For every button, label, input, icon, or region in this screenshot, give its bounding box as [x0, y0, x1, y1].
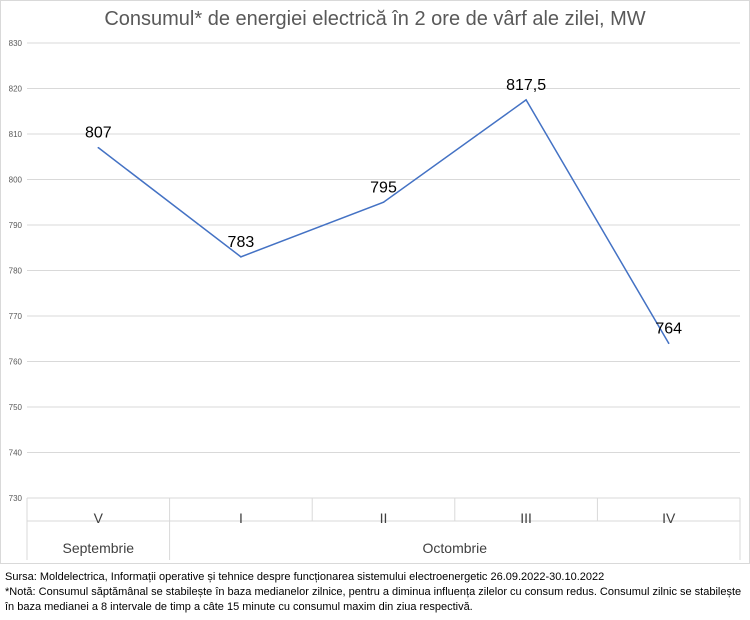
x-tick-label: II [380, 510, 388, 526]
data-label: 807 [85, 125, 112, 142]
x-tick-label: IV [662, 510, 676, 526]
data-point [382, 201, 385, 204]
y-tick-label: 770 [9, 312, 23, 321]
data-label: 764 [655, 320, 682, 337]
y-tick-label: 820 [9, 85, 23, 94]
data-label: 783 [228, 234, 255, 251]
y-tick-label: 790 [9, 221, 23, 230]
y-tick-label: 780 [9, 267, 23, 276]
chart-title: Consumul* de energiei electrică în 2 ore… [104, 8, 646, 30]
data-point [97, 146, 100, 149]
y-tick-label: 740 [9, 449, 23, 458]
data-point [667, 342, 670, 345]
y-tick-label: 800 [9, 176, 23, 185]
group-label: Septembrie [63, 540, 135, 556]
data-label: 795 [370, 179, 397, 196]
x-tick-label: I [239, 510, 243, 526]
data-label: 817,5 [506, 77, 546, 94]
footnotes: Sursa: Moldelectrica, Informații operati… [5, 570, 745, 615]
y-tick-label: 810 [9, 130, 23, 139]
x-tick-label: V [94, 510, 104, 526]
source-note: Sursa: Moldelectrica, Informații operati… [5, 571, 605, 583]
methodology-note: *Notă: Consumul săptămânal se stabilește… [5, 586, 742, 613]
data-point [240, 256, 242, 258]
data-point [525, 99, 527, 101]
chart-area [0, 0, 750, 564]
series-line [97, 98, 670, 344]
line-chart: 730 740 750 760 770 780 790 800 810 820 830 Septemb… [9, 39, 741, 560]
group-label: Octombrie [423, 540, 488, 556]
y-tick-label: 760 [9, 358, 23, 367]
x-tick-label: III [520, 510, 532, 526]
y-tick-label: 730 [9, 494, 23, 503]
y-tick-label: 750 [9, 403, 23, 412]
y-tick-label: 830 [9, 39, 23, 48]
